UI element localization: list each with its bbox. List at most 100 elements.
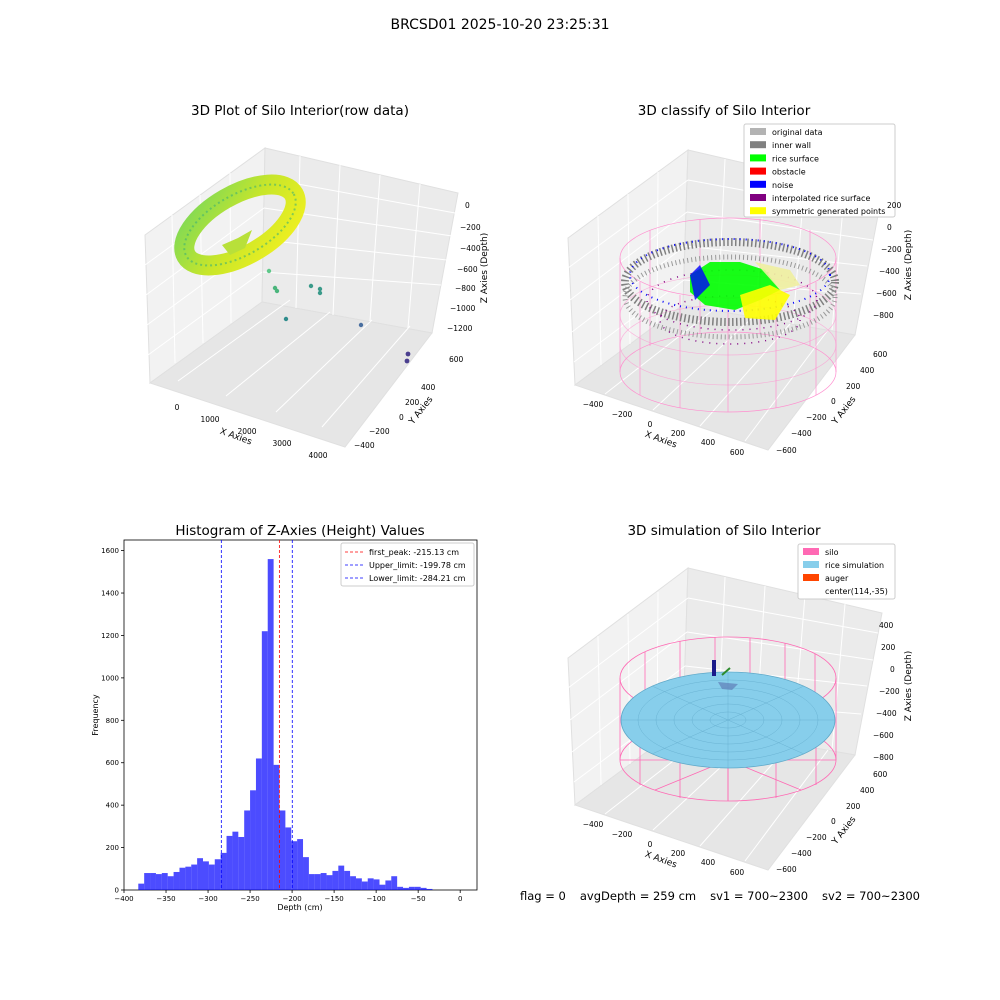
classify-xtick: 600 xyxy=(730,448,745,457)
raw-ytick: 400 xyxy=(421,383,436,392)
histogram-bar xyxy=(385,880,392,890)
sv1-status: sv1 = 700~2300 xyxy=(710,889,809,903)
classify-xtick: 400 xyxy=(701,438,716,447)
histogram-bar xyxy=(314,874,321,890)
histogram-xlabel: Depth (cm) xyxy=(277,903,322,912)
raw-ztick: −400 xyxy=(460,244,481,253)
histogram-x-tick-label: −300 xyxy=(198,895,217,903)
histogram-reference-lines xyxy=(220,540,293,890)
sim-xtick: 400 xyxy=(701,858,716,867)
histogram-bar xyxy=(397,886,404,890)
histogram-bar xyxy=(320,873,327,890)
raw-zlabel: Z Axies (Depth) xyxy=(480,233,490,304)
histogram-y-tick-label: 1400 xyxy=(101,590,119,598)
classify-legend-label: inner wall xyxy=(772,141,811,150)
figure-title: BRCSD01 2025-10-20 23:25:31 xyxy=(390,17,610,33)
raw-xtick: 0 xyxy=(175,403,180,412)
histogram-y-tick-label: 1000 xyxy=(101,674,119,682)
classify-legend-swatch xyxy=(750,180,766,188)
simulation-legend-label: center(114,-35) xyxy=(825,587,888,596)
raw-3d-axes: 0 1000 2000 3000 4000 600 400 200 0 −200… xyxy=(144,147,490,460)
histogram-frame xyxy=(123,539,478,891)
histogram-bar xyxy=(244,810,251,890)
sim-ztick: −600 xyxy=(873,731,894,740)
histogram-bar xyxy=(297,839,304,890)
histogram-bar xyxy=(173,871,180,890)
status-footer: flag = 0 avgDepth = 259 cm sv1 = 700~2300 s… xyxy=(520,889,934,903)
classify-legend: original data inner wall rice surface obsta… xyxy=(743,123,896,218)
histogram-bar xyxy=(226,835,233,890)
simulation-legend-label: silo xyxy=(825,548,839,557)
classify-legend-label: symmetric generated points xyxy=(772,207,885,216)
histogram-bar xyxy=(191,864,198,890)
raw-xtick: 4000 xyxy=(308,451,327,460)
histogram-y-tick-label: 800 xyxy=(106,717,119,725)
histogram-bar xyxy=(361,881,368,890)
classify-symmetric-points xyxy=(740,285,790,320)
histogram-bar xyxy=(273,764,280,890)
histogram-bar xyxy=(267,559,274,890)
histogram-bar xyxy=(255,758,262,890)
classify-noise-points xyxy=(629,238,831,345)
histogram-x-tick-label: −100 xyxy=(367,895,386,903)
raw-ytick: 0 xyxy=(399,413,404,422)
histogram-bar xyxy=(332,870,339,890)
classify-xtick: 0 xyxy=(648,420,653,429)
classify-ytick: 200 xyxy=(846,382,861,391)
sim-ztick: 0 xyxy=(890,665,895,674)
sim-ztick: 200 xyxy=(881,643,896,652)
raw-ytick: 600 xyxy=(449,355,464,364)
sim-xtick: −200 xyxy=(612,830,633,839)
classify-legend-swatch xyxy=(750,167,766,175)
histogram-x-tick-label: −50 xyxy=(411,895,426,903)
histogram-y-tick-label: 1200 xyxy=(101,632,119,640)
classify-ztick: −200 xyxy=(881,245,902,254)
classify-legend-label: rice surface xyxy=(772,154,819,163)
histogram-x-tick-label: −400 xyxy=(114,895,133,903)
histogram-bar xyxy=(303,857,309,890)
histogram-bar xyxy=(285,827,292,890)
histogram-bar xyxy=(238,836,245,890)
sim-ztick: −200 xyxy=(879,687,900,696)
histogram-y-tick-label: 0 xyxy=(115,887,119,895)
classify-xtick: 200 xyxy=(671,429,686,438)
histogram-bar xyxy=(326,875,333,890)
classify-ztick: −800 xyxy=(873,311,894,320)
raw-point-cloud-inner-patch xyxy=(222,230,252,255)
histogram-x-tick-label: −200 xyxy=(282,895,301,903)
classify-legend-label: obstacle xyxy=(772,168,806,177)
histogram-bar xyxy=(150,873,156,890)
raw-xtick: 2000 xyxy=(237,427,256,436)
classify-legend-label: noise xyxy=(772,181,793,190)
simulation-legend-swatch xyxy=(803,561,819,568)
histogram-bar xyxy=(197,858,204,890)
histogram-bar xyxy=(420,887,427,890)
histogram-bar xyxy=(220,852,227,890)
histogram-y-tick-label: 600 xyxy=(106,759,119,767)
classify-noise-cluster xyxy=(690,265,710,300)
classify-ytick: −200 xyxy=(806,413,827,422)
classify-plot-title: 3D classify of Silo Interior xyxy=(637,103,811,119)
simulation-legend-label: auger xyxy=(825,574,849,583)
raw-point-cloud-ring-texture xyxy=(183,183,297,267)
histogram-bars xyxy=(138,559,433,890)
classify-ztick: 200 xyxy=(887,201,902,210)
histogram-x-ticks: −400 −350 −300 −250 −200 −150 −100 −50 0 xyxy=(114,890,462,903)
classify-ytick: 600 xyxy=(873,350,888,359)
histogram-x-tick-label: −250 xyxy=(240,895,259,903)
classify-ytick: 400 xyxy=(860,366,875,375)
histogram-bar xyxy=(379,884,386,890)
histogram-bar xyxy=(138,883,145,890)
histogram-bar xyxy=(208,864,215,890)
sim-ytick: −200 xyxy=(806,833,827,842)
sim-xtick: 0 xyxy=(648,840,653,849)
sim-ztick: −800 xyxy=(873,753,894,762)
histogram-bar xyxy=(344,870,351,890)
histogram-bar xyxy=(414,886,421,890)
histogram-bar xyxy=(408,886,415,890)
classify-legend-label: interpolated rice surface xyxy=(772,194,870,203)
simulation-legend: silo rice simulation auger center(114,-35) xyxy=(797,543,896,600)
raw-ztick: 0 xyxy=(465,201,470,210)
histogram-bar xyxy=(232,831,239,890)
